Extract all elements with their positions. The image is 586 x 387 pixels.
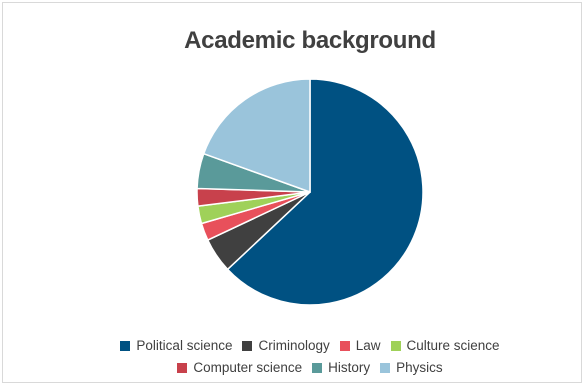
legend-swatch xyxy=(242,340,253,351)
legend-label: Criminology xyxy=(258,338,330,353)
legend-swatch xyxy=(120,340,131,351)
legend-item-physics: Physics xyxy=(380,360,443,375)
legend-item-computer-science: Computer science xyxy=(177,360,302,375)
legend-swatch xyxy=(390,340,401,351)
legend-item-political-science: Political science xyxy=(120,338,232,353)
legend-swatch xyxy=(312,362,323,373)
legend-swatch xyxy=(339,340,350,351)
legend-item-history: History xyxy=(312,360,370,375)
legend-item-criminology: Criminology xyxy=(242,338,330,353)
legend-label: Law xyxy=(355,338,381,353)
legend-label: Physics xyxy=(396,360,443,375)
legend-row-2: Computer science History Physics xyxy=(0,360,586,375)
legend-label: Computer science xyxy=(193,360,303,375)
legend-label: History xyxy=(328,360,371,375)
legend-row-1: Political science Criminology Law Culture s… xyxy=(0,338,586,353)
legend-item-culture-science: Culture science xyxy=(390,338,500,353)
pie-slice-physics xyxy=(202,78,311,194)
legend-swatch xyxy=(177,362,188,373)
chart-title: Academic background xyxy=(184,27,436,54)
legend-swatch xyxy=(380,362,391,373)
legend-label: Culture science xyxy=(406,338,500,353)
pie-slice-political-science xyxy=(226,78,424,306)
legend-label: Political science xyxy=(136,338,233,353)
legend-item-law: Law xyxy=(339,338,381,353)
